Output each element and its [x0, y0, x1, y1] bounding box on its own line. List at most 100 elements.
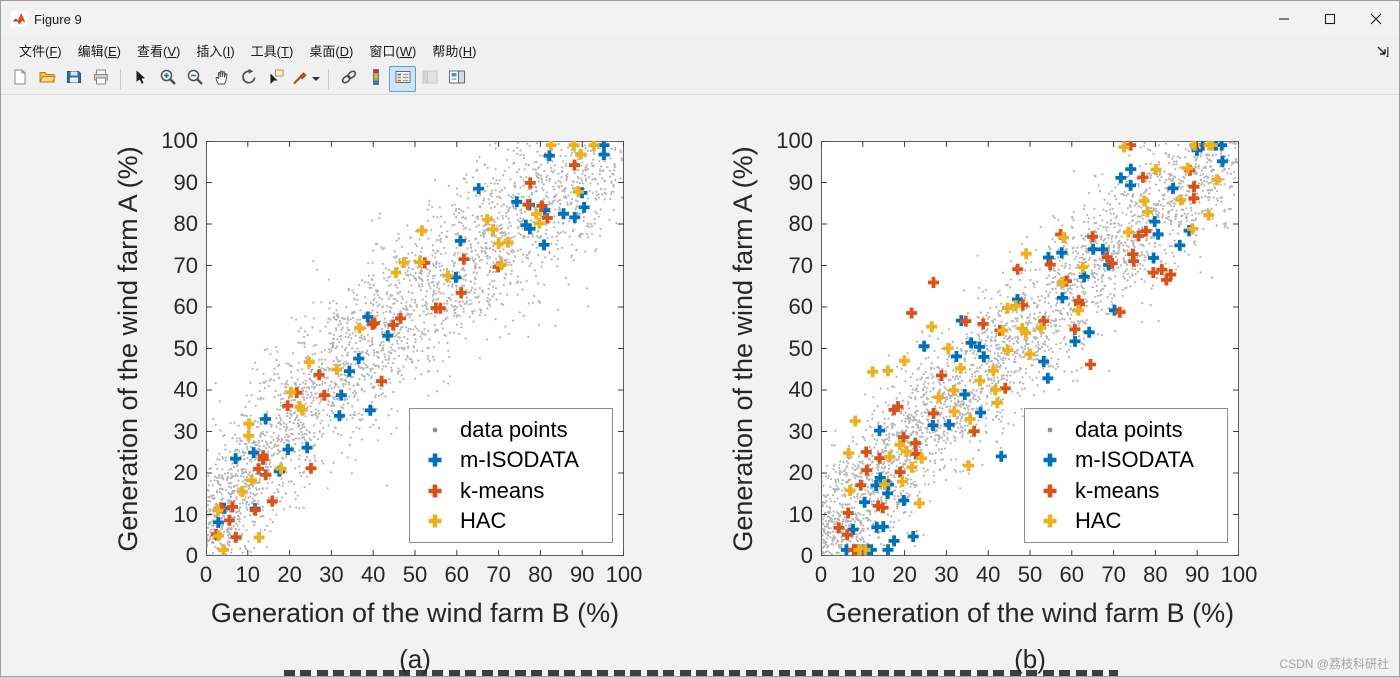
zoom-out-icon: [186, 68, 204, 91]
y-tick-label: 90: [173, 169, 198, 195]
open-file-button[interactable]: [33, 66, 60, 92]
menubar: 文件(F) 编辑(E) 查看(V) 插入(I) 工具(T) 桌面(D) 窗口(W) 帮助(H): [1, 37, 1399, 64]
watermark: CSDN @荔枝科研社: [1279, 657, 1389, 671]
data-cursor-icon: [267, 68, 285, 91]
titlebar[interactable]: Figure 9: [1, 1, 1399, 37]
minimize-button[interactable]: [1261, 1, 1307, 37]
print-figure-button[interactable]: [87, 66, 114, 92]
legend-item-m-isodata: m-ISODATA: [1025, 447, 1227, 473]
menu-item-v[interactable]: 查看(V): [137, 44, 181, 59]
y-tick-label: 30: [788, 418, 813, 444]
y-tick-label: 90: [788, 169, 813, 195]
figure-toolbar: [1, 64, 1399, 95]
brush-dropdown-caret-icon[interactable]: [312, 77, 320, 81]
link-plot-icon: [340, 68, 358, 91]
y-tick-label: 50: [788, 335, 813, 361]
insert-legend-button[interactable]: [389, 66, 416, 92]
maximize-button[interactable]: [1307, 1, 1353, 37]
save-figure-icon: [65, 68, 83, 91]
y-tick-label: 60: [173, 294, 198, 319]
show-plot-tools-button[interactable]: [443, 66, 470, 92]
y-tick-label: 60: [788, 294, 813, 319]
y-tick-label: 70: [173, 252, 198, 278]
menu-item-t[interactable]: 工具(T): [250, 44, 294, 59]
x-tick-label: 30: [319, 562, 344, 587]
minimize-icon: [1279, 18, 1289, 20]
y-tick-label: 20: [788, 460, 813, 485]
print-figure-icon: [92, 68, 110, 91]
legend-a[interactable]: data points m-ISODATA k-means HAC: [409, 408, 613, 543]
y-tick-label: 50: [173, 335, 198, 361]
rotate-3d-button[interactable]: [235, 66, 262, 92]
x-tick-label: 100: [605, 562, 643, 587]
legend-item-data-points: data points: [410, 417, 612, 443]
brush-icon: [291, 68, 309, 91]
plus-marker-icon: [1025, 447, 1075, 473]
close-icon: [1370, 13, 1382, 25]
legend-item-hac: HAC: [410, 508, 612, 534]
y-axis-label: Generation of the wind farm A (%): [728, 145, 758, 552]
plus-marker-icon: [1025, 508, 1075, 534]
new-figure-button[interactable]: [6, 66, 33, 92]
legend-item-k-means: k-means: [410, 478, 612, 504]
dock-figure-icon[interactable]: [1375, 44, 1389, 58]
hide-plot-tools-icon: [421, 68, 439, 91]
legend-label: data points: [460, 416, 568, 442]
menu-item-d[interactable]: 桌面(D): [309, 44, 354, 59]
new-figure-icon: [11, 68, 29, 91]
zoom-in-icon: [159, 68, 177, 91]
show-plot-tools-icon: [448, 68, 466, 91]
window-controls: [1261, 1, 1399, 37]
x-tick-label: 90: [569, 562, 595, 587]
legend-label: m-ISODATA: [460, 447, 579, 473]
menu-item-f[interactable]: 文件(F): [19, 44, 62, 59]
x-axis-label: Generation of the wind farm B (%): [825, 598, 1235, 628]
x-tick-label: 60: [444, 562, 470, 587]
edit-plot-icon: [132, 68, 150, 91]
x-tick-label: 100: [1220, 562, 1258, 587]
legend-item-data-points: data points: [1025, 417, 1227, 443]
pan-button[interactable]: [208, 66, 235, 92]
hide-plot-tools-button: [416, 66, 443, 92]
legend-label: HAC: [460, 508, 507, 534]
menu-item-w[interactable]: 窗口(W): [369, 44, 417, 59]
insert-colorbar-icon: [367, 68, 385, 91]
y-tick-label: 100: [776, 128, 813, 153]
x-tick-label: 40: [975, 562, 1001, 587]
cropped-text-strip: [284, 670, 1118, 676]
x-tick-label: 90: [1184, 562, 1210, 587]
plus-marker-icon: [1025, 478, 1075, 504]
menu-item-h[interactable]: 帮助(H): [432, 44, 477, 59]
y-axis-label: Generation of the wind farm A (%): [113, 145, 143, 552]
x-tick-label: 80: [528, 562, 553, 587]
y-tick-label: 10: [173, 501, 198, 527]
dot-marker-icon: [1025, 417, 1075, 443]
x-tick-label: 10: [235, 562, 261, 587]
brush-button[interactable]: [289, 66, 322, 92]
edit-plot-button[interactable]: [127, 66, 154, 92]
legend-label: k-means: [1075, 477, 1160, 503]
x-axis-label: Generation of the wind farm B (%): [210, 598, 620, 628]
zoom-in-button[interactable]: [154, 66, 181, 92]
x-tick-label: 20: [892, 562, 917, 587]
data-cursor-button[interactable]: [262, 66, 289, 92]
legend-label: HAC: [1075, 508, 1122, 534]
menu-item-i[interactable]: 插入(I): [196, 44, 235, 59]
plus-marker-icon: [410, 447, 460, 473]
menu-item-e[interactable]: 编辑(E): [77, 44, 121, 59]
toolbar-separator: [120, 69, 121, 89]
x-tick-label: 0: [814, 562, 828, 587]
figure-canvas: CSDN @荔枝科研社 0 10 20 30 40 50 60 70 80 90 100 0 10 20 3…: [1, 95, 1399, 676]
save-figure-button[interactable]: [60, 66, 87, 92]
insert-colorbar-button[interactable]: [362, 66, 389, 92]
y-tick-label: 30: [173, 418, 198, 444]
toolbar-separator: [328, 69, 329, 89]
y-tick-label: 80: [788, 211, 813, 236]
y-tick-label: 20: [173, 460, 198, 485]
x-tick-label: 40: [360, 562, 386, 587]
legend-b[interactable]: data points m-ISODATA k-means HAC: [1024, 408, 1228, 543]
close-button[interactable]: [1353, 1, 1399, 37]
y-tick-label: 0: [185, 543, 198, 568]
link-plot-button[interactable]: [335, 66, 362, 92]
zoom-out-button[interactable]: [181, 66, 208, 92]
